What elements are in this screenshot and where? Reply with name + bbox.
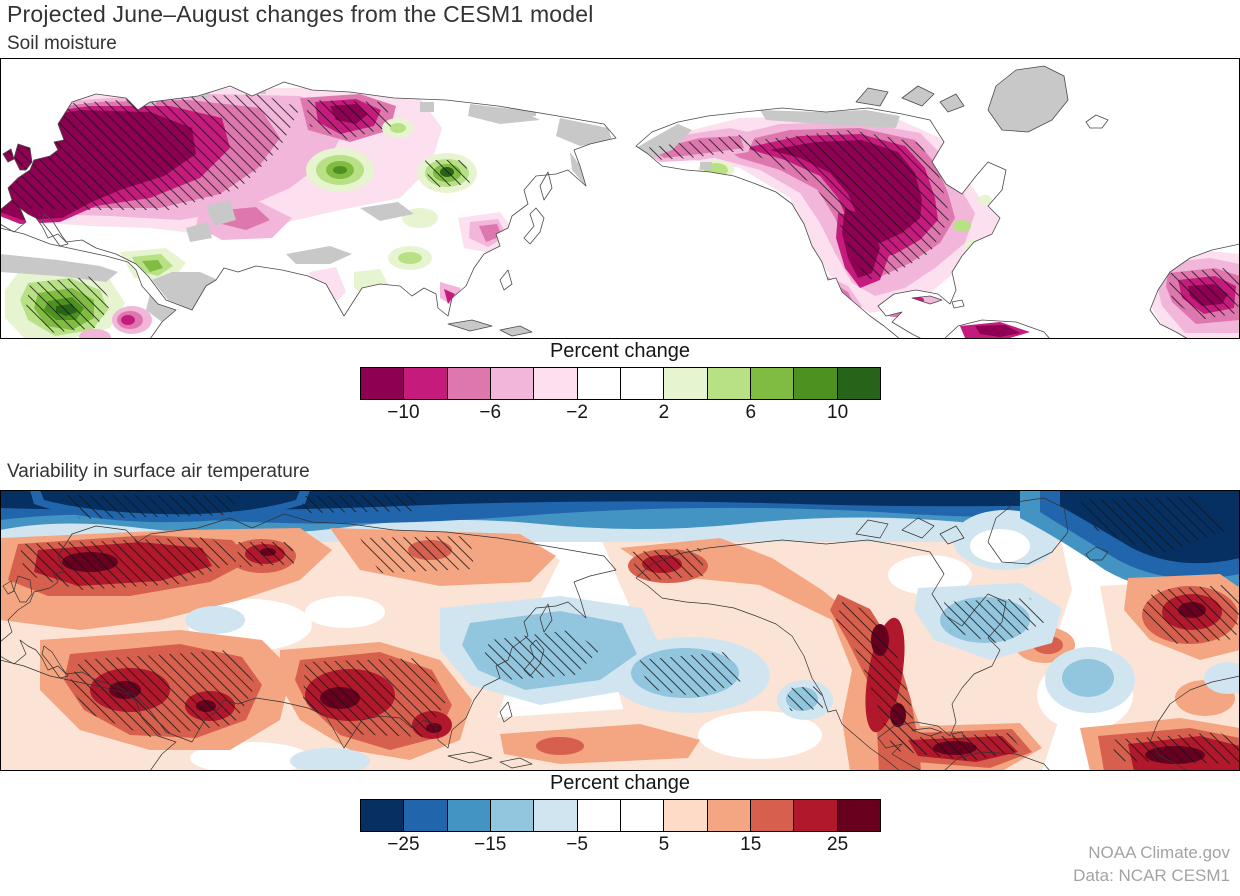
colorbar-segment [664, 800, 708, 831]
colorbar-tick-label: −25 [387, 834, 420, 855]
colorbar-segment [447, 368, 491, 399]
colorbar-title: Percent change [549, 772, 691, 794]
temperature-variability-map [0, 490, 1240, 771]
colorbar-segment [837, 800, 880, 831]
colorbar-tick-label: −5 [566, 834, 588, 855]
soil-moisture-map [0, 58, 1240, 339]
colorbar-segment [534, 368, 578, 399]
colorbar-segment [794, 368, 838, 399]
anomaly-shading [0, 66, 1240, 339]
colorbar-segment [404, 368, 448, 399]
colorbar-segment [490, 368, 535, 399]
colorbar-temperature: Percent change −25 −15 −5 5 15 25 [0, 772, 1240, 860]
colorbar-soil-moisture: Percent change −10 −6 −2 2 6 10 [0, 340, 1240, 428]
colorbar-segment [837, 368, 880, 399]
colorbar-segment [577, 800, 621, 831]
colorbar-segment [750, 800, 795, 831]
colorbar-bar [360, 367, 881, 400]
data-credit: Data: NCAR CESM1 [1073, 866, 1230, 885]
colorbar-tick-label: 2 [658, 402, 670, 423]
colorbar-bar [360, 799, 881, 832]
colorbar-tick-label: −10 [387, 402, 420, 423]
colorbar-segment [447, 800, 491, 831]
significance-hatching [20, 494, 1240, 764]
colorbar-segment [620, 800, 665, 831]
colorbar-segment [750, 368, 795, 399]
colorbar-tick-label: 10 [827, 402, 849, 423]
colorbar-ticks: −25 −15 −5 5 15 25 [360, 834, 881, 860]
colorbar-ticks: −10 −6 −2 2 6 10 [360, 402, 881, 428]
colorbar-segment [361, 800, 405, 831]
colorbar-tick-label: −6 [479, 402, 502, 423]
colorbar-tick-label: 15 [740, 834, 762, 855]
panel-label-temperature-variability: Variability in surface air temperature [7, 461, 310, 482]
colorbar-title: Percent change [549, 340, 691, 362]
colorbar-segment [620, 368, 665, 399]
colorbar-tick-label: 6 [745, 402, 757, 423]
colorbar-tick-label: −2 [566, 402, 588, 423]
colorbar-tick-label: 5 [658, 834, 670, 855]
significance-hatching [0, 94, 1240, 333]
colorbar-segment [664, 368, 708, 399]
figure-title: Projected June–August changes from the C… [7, 1, 594, 27]
colorbar-segment [794, 800, 838, 831]
soil-moisture-map-svg [0, 58, 1240, 339]
anomaly-shading [0, 490, 1240, 771]
noaa-credit: NOAA Climate.gov [1088, 843, 1230, 862]
temperature-variability-map-svg [0, 490, 1240, 771]
colorbar-segment [404, 800, 448, 831]
colorbar-segment [490, 800, 535, 831]
colorbar-segment [707, 368, 751, 399]
colorbar-segment [361, 368, 405, 399]
colorbar-tick-label: −15 [474, 834, 507, 855]
colorbar-segment [534, 800, 578, 831]
panel-label-soil-moisture: Soil moisture [7, 33, 117, 54]
credits: NOAA Climate.gov Data: NCAR CESM1 [1073, 841, 1230, 887]
colorbar-segment [707, 800, 751, 831]
colorbar-segment [577, 368, 621, 399]
colorbar-tick-label: 25 [827, 834, 849, 855]
